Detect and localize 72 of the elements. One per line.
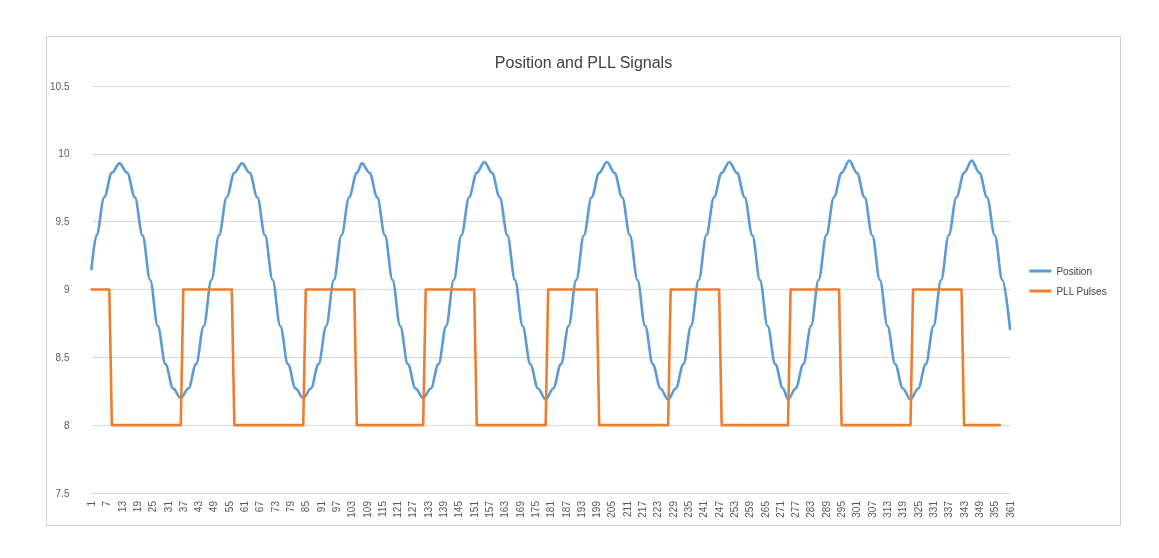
x-tick-label: 151 xyxy=(468,500,480,518)
x-tick-label: 175 xyxy=(529,500,541,518)
x-tick-label: 283 xyxy=(805,500,817,518)
x-tick-label: 235 xyxy=(683,500,695,518)
x-tick-label: 19 xyxy=(131,500,143,513)
x-tick-label: 325 xyxy=(912,500,924,518)
x-tick-label: 1 xyxy=(85,500,97,507)
x-tick-label: 73 xyxy=(269,500,281,513)
x-tick-label: 85 xyxy=(300,500,312,513)
x-tick-label: 193 xyxy=(575,500,587,518)
x-tick-label: 139 xyxy=(438,500,450,518)
x-tick-label: 157 xyxy=(484,500,495,518)
x-tick-label: 277 xyxy=(790,500,802,518)
x-tick-label: 337 xyxy=(943,500,955,518)
x-tick-label: 91 xyxy=(315,500,327,513)
y-tick-label: 8 xyxy=(63,419,70,431)
x-tick-label: 301 xyxy=(851,500,863,518)
x-tick-label: 7 xyxy=(101,500,113,507)
x-tick-label: 61 xyxy=(239,500,251,513)
x-tick-label: 103 xyxy=(346,500,358,518)
x-tick-label: 43 xyxy=(193,500,205,513)
x-tick-label: 355 xyxy=(989,500,1001,518)
x-tick-label: 271 xyxy=(774,500,786,518)
x-tick-label: 253 xyxy=(728,500,740,518)
x-tick-label: 37 xyxy=(177,500,189,513)
x-tick-label: 289 xyxy=(820,500,832,518)
x-tick-label: 169 xyxy=(514,500,526,518)
x-tick-label: 67 xyxy=(254,500,266,513)
x-tick-label: 181 xyxy=(545,500,557,518)
x-tick-label: 217 xyxy=(637,500,649,518)
x-tick-label: 49 xyxy=(208,500,220,513)
y-tick-label: 10.5 xyxy=(49,80,70,92)
x-tick-label: 349 xyxy=(973,500,985,518)
x-tick-label: 55 xyxy=(223,500,235,513)
x-tick-label: 133 xyxy=(422,500,434,518)
x-tick-label: 259 xyxy=(744,500,756,518)
x-tick-label: 31 xyxy=(162,500,174,513)
x-tick-label: 265 xyxy=(759,500,771,518)
y-tick-label: 7.5 xyxy=(55,487,70,499)
x-tick-label: 307 xyxy=(866,500,878,518)
y-tick-label: 8.5 xyxy=(55,351,70,363)
x-tick-label: 223 xyxy=(652,500,664,518)
x-tick-label: 247 xyxy=(713,500,725,518)
x-tick-label: 319 xyxy=(897,500,909,518)
x-tick-label: 79 xyxy=(284,500,296,513)
legend-label: PLL Pulses xyxy=(1056,285,1107,297)
y-tick-label: 9 xyxy=(63,284,70,295)
x-tick-label: 163 xyxy=(499,500,511,518)
line-series xyxy=(90,159,1012,401)
x-tick-label: 211 xyxy=(621,500,633,517)
x-tick-label: 127 xyxy=(407,500,419,518)
y-tick-label: 9.5 xyxy=(55,216,70,228)
x-tick-label: 121 xyxy=(392,500,404,518)
x-tick-label: 115 xyxy=(376,500,388,517)
x-tick-label: 205 xyxy=(606,500,618,518)
x-tick-label: 199 xyxy=(591,500,603,518)
x-tick-label: 145 xyxy=(453,500,465,518)
chart-title: Position and PLL Signals xyxy=(494,53,673,71)
x-tick-label: 229 xyxy=(667,500,679,518)
x-tick-label: 109 xyxy=(361,500,373,518)
y-tick-label: 10 xyxy=(58,148,70,160)
x-tick-label: 25 xyxy=(147,500,159,513)
x-tick-label: 313 xyxy=(882,500,894,518)
x-tick-label: 13 xyxy=(116,500,128,513)
x-tick-label: 187 xyxy=(560,500,572,518)
x-tick-label: 241 xyxy=(698,500,710,518)
x-tick-label: 361 xyxy=(1004,500,1016,518)
x-tick-label: 97 xyxy=(330,500,342,513)
x-tick-label: 343 xyxy=(958,500,970,518)
legend-label: Position xyxy=(1056,265,1092,277)
x-tick-label: 295 xyxy=(836,500,848,518)
x-tick-label: 331 xyxy=(927,500,939,518)
